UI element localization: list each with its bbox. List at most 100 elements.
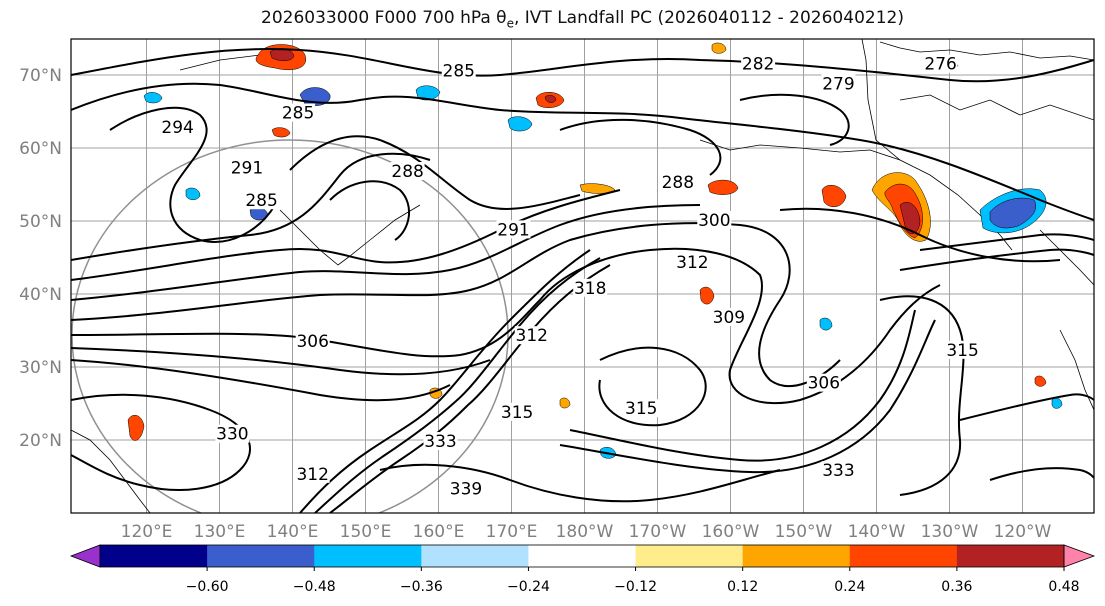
lon-label-120w: 120°W bbox=[994, 522, 1052, 542]
colorbar-segment-3 bbox=[314, 545, 422, 567]
contour-label-bg bbox=[945, 340, 980, 359]
contour-label-7: 285 bbox=[245, 191, 277, 211]
theta-subscript: e bbox=[506, 16, 514, 31]
lat-label-50n: 50°N bbox=[19, 212, 62, 232]
colorbar-tick-label-4: −0.12 bbox=[614, 579, 657, 595]
contour-label-11: 300 bbox=[698, 211, 730, 231]
contour-label-bg bbox=[449, 479, 484, 498]
contour-label-bg bbox=[441, 61, 476, 80]
contour-label-5: 285 bbox=[282, 104, 314, 124]
contour-label-bg bbox=[500, 402, 535, 421]
contour-label-bg bbox=[741, 54, 776, 73]
colorbar-segment-5 bbox=[528, 545, 637, 567]
anomaly-shading bbox=[127, 42, 1063, 459]
contour-labels: 285 282 279 276 294 285 291 285 288 288 291 300 312 3… bbox=[160, 54, 980, 499]
colorbar-segment-2 bbox=[207, 545, 315, 567]
lon-label-130e: 130°E bbox=[194, 522, 246, 542]
colorbar-tick-label-6: 0.24 bbox=[834, 579, 865, 595]
colorbar-extend-low bbox=[69, 544, 101, 568]
gridlines bbox=[71, 39, 1094, 513]
theta-symbol: θ bbox=[496, 8, 507, 28]
contour-label-bg bbox=[711, 307, 746, 326]
contour-label-bg bbox=[821, 461, 856, 480]
colorbar-segment-6 bbox=[635, 545, 744, 567]
contour-label-bg bbox=[295, 332, 330, 351]
colorbar-tick-label-7: 0.36 bbox=[941, 579, 972, 595]
contour-label-4: 294 bbox=[161, 118, 193, 138]
contour-label-bg bbox=[390, 162, 425, 181]
contour-label-bg bbox=[160, 118, 195, 137]
contour-label-10: 291 bbox=[497, 220, 529, 240]
contour-label-0: 285 bbox=[443, 61, 475, 81]
colorbar-segment-4 bbox=[421, 545, 529, 567]
contour-label-bg bbox=[624, 399, 659, 418]
contour-label-bg bbox=[675, 253, 710, 272]
contour-label-23: 330 bbox=[216, 425, 248, 445]
contour-label-bg bbox=[514, 326, 549, 345]
contour-label-bg bbox=[423, 432, 458, 451]
lon-label-130w: 130°W bbox=[921, 522, 979, 542]
colorbar-tick-label-1: −0.48 bbox=[293, 579, 336, 595]
lon-label-140e: 140°E bbox=[267, 522, 319, 542]
colorbar: −0.60 −0.48 −0.36 −0.24 −0.12 0.12 0.24 0.36 0.4… bbox=[69, 544, 1096, 595]
lon-label-170w: 170°W bbox=[629, 522, 687, 542]
contour-label-3: 276 bbox=[924, 55, 956, 75]
contour-label-22: 339 bbox=[450, 479, 482, 499]
contour-label-17: 315 bbox=[501, 403, 533, 423]
contour-label-bg bbox=[821, 74, 856, 93]
contour-label-bg bbox=[660, 172, 695, 191]
colorbar-tick-label-8: 0.48 bbox=[1048, 579, 1079, 595]
lon-label-160w: 160°W bbox=[702, 522, 760, 542]
colorbar-segment-7 bbox=[742, 545, 851, 567]
contour-label-bg bbox=[295, 464, 330, 483]
contour-label-bg bbox=[215, 424, 250, 443]
colorbar-tick-label-0: −0.60 bbox=[186, 579, 229, 595]
lat-label-40n: 40°N bbox=[19, 285, 62, 305]
contour-label-bg bbox=[496, 220, 531, 239]
contour-label-14: 309 bbox=[713, 308, 745, 328]
colorbar-segment-8 bbox=[849, 545, 958, 567]
contour-label-15: 306 bbox=[296, 332, 328, 352]
contour-label-bg bbox=[573, 278, 608, 297]
contour-label-8: 288 bbox=[391, 162, 423, 182]
contour-label-19: 306 bbox=[808, 374, 840, 394]
colorbar-frame bbox=[99, 544, 1065, 568]
contour-label-bg bbox=[806, 373, 841, 392]
colorbar-tick-label-5: 0.12 bbox=[727, 579, 758, 595]
longitude-labels: 120°E 130°E 140°E 150°E 160°E 170°E 180°… bbox=[121, 522, 1052, 542]
colorbar-tick-label-3: −0.24 bbox=[507, 579, 550, 595]
contour-label-13: 318 bbox=[574, 279, 606, 299]
lat-label-20n: 20°N bbox=[19, 431, 62, 451]
contour-label-9: 288 bbox=[662, 173, 694, 193]
lon-label-150w: 150°W bbox=[775, 522, 833, 542]
theta-e-contours bbox=[71, 48, 1094, 513]
colorbar-segment-9 bbox=[956, 545, 1065, 567]
lon-label-160e: 160°E bbox=[413, 522, 465, 542]
contour-label-25: 312 bbox=[296, 465, 328, 485]
lon-label-140w: 140°W bbox=[848, 522, 906, 542]
contour-label-16: 312 bbox=[516, 326, 548, 346]
contour-label-1: 282 bbox=[742, 55, 774, 75]
contour-label-6: 291 bbox=[231, 158, 263, 178]
lat-label-30n: 30°N bbox=[19, 358, 62, 378]
lat-label-70n: 70°N bbox=[19, 66, 62, 86]
contour-label-bg bbox=[229, 158, 264, 177]
contour-label-18: 315 bbox=[625, 399, 657, 419]
lon-label-180w: 180°W bbox=[556, 522, 614, 542]
coastlines bbox=[71, 39, 1094, 513]
contour-label-20: 315 bbox=[946, 341, 978, 361]
lat-label-60n: 60°N bbox=[19, 139, 62, 159]
contour-label-bg bbox=[244, 191, 279, 210]
map-frame bbox=[70, 38, 1095, 514]
contour-label-2: 279 bbox=[822, 74, 854, 94]
lon-label-150e: 150°E bbox=[340, 522, 392, 542]
colorbar-extend-high bbox=[1063, 544, 1096, 568]
map-content: 285 282 279 276 294 285 291 285 288 288 291 300 312 3… bbox=[71, 39, 1094, 513]
contour-label-bg bbox=[923, 54, 958, 73]
colorbar-tick-label-2: −0.36 bbox=[400, 579, 443, 595]
contour-label-bg bbox=[281, 103, 316, 122]
latitude-labels: 70°N 60°N 50°N 40°N 30°N 20°N bbox=[19, 66, 62, 451]
map-title: 2026033000 F000 700 hPa θe, IVT Landfall… bbox=[261, 8, 904, 31]
